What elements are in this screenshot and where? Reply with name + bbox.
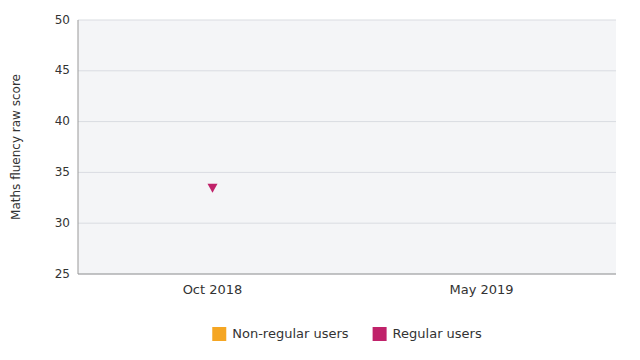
legend-swatch <box>373 327 387 341</box>
y-tick-label: 35 <box>55 165 70 179</box>
grid-line <box>78 121 616 122</box>
y-tick-label: 30 <box>55 216 70 230</box>
plot-area <box>78 20 616 274</box>
grid-line <box>78 274 616 275</box>
legend-label: Regular users <box>393 326 482 341</box>
x-axis-line <box>78 274 616 275</box>
chart: 25 30 35 40 45 50 Oct 2018 May 2019 Maths fluenc… <box>0 0 640 360</box>
grid-line <box>78 20 616 21</box>
point <box>208 184 218 193</box>
y-tick-label: 40 <box>55 114 70 128</box>
y-axis-label: Maths fluency raw score <box>9 74 23 220</box>
y-tick-label: 50 <box>55 13 70 27</box>
grid-line <box>78 223 616 224</box>
y-tick-label: 25 <box>55 267 70 281</box>
legend: Non-regular users Regular users <box>212 326 482 342</box>
y-tick-label: 45 <box>55 63 70 77</box>
y-axis-line <box>78 20 79 274</box>
legend-label: Non-regular users <box>232 326 349 341</box>
x-tick-label: Oct 2018 <box>183 282 243 297</box>
x-tick-label: May 2019 <box>449 282 513 297</box>
marks <box>208 184 218 193</box>
grid-line <box>78 70 616 71</box>
legend-swatch <box>212 327 226 341</box>
grid-line <box>78 172 616 173</box>
